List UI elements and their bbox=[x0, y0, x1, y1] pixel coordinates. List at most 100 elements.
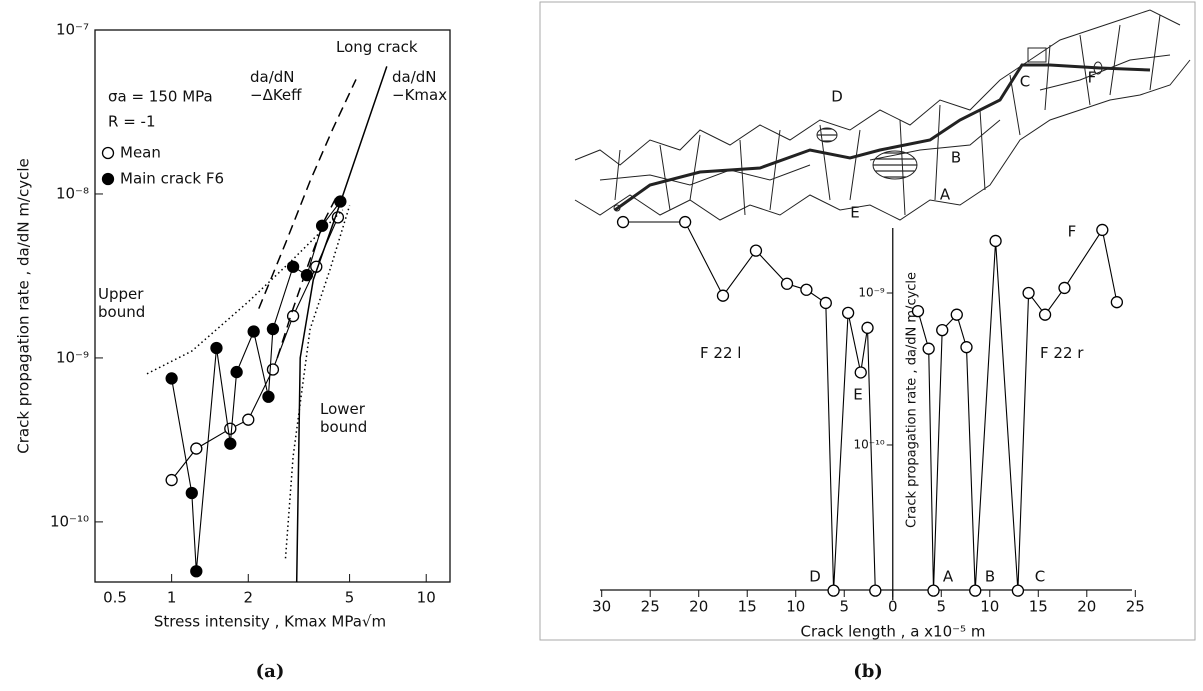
data-point bbox=[922, 342, 935, 355]
data-point bbox=[1011, 584, 1025, 597]
x-tick-label: 5 bbox=[936, 598, 946, 616]
data-point bbox=[224, 422, 237, 435]
y-tick-label: 10⁻⁹ bbox=[858, 285, 885, 299]
x-tick-label: 25 bbox=[1126, 598, 1145, 616]
series-label: F 22 l bbox=[700, 344, 742, 362]
series-line bbox=[623, 221, 876, 591]
y-tick-label: 10⁻¹⁰ bbox=[50, 512, 89, 530]
x-tick-label: 10 bbox=[980, 598, 999, 616]
data-point bbox=[1058, 281, 1071, 295]
x-tick-label: 20 bbox=[689, 598, 708, 616]
data-point bbox=[936, 323, 949, 337]
legend-label: Main crack F6 bbox=[120, 170, 224, 188]
data-point bbox=[616, 215, 630, 229]
y-tick-label: 10⁻⁹ bbox=[56, 348, 89, 366]
annotation: D bbox=[809, 568, 821, 586]
data-point bbox=[861, 321, 874, 334]
series-line bbox=[295, 66, 388, 583]
data-point bbox=[266, 363, 280, 376]
data-point bbox=[678, 215, 692, 229]
data-point bbox=[1110, 296, 1124, 309]
series-label: F 22 r bbox=[1040, 344, 1084, 362]
caption: (b) bbox=[853, 661, 883, 682]
data-point bbox=[224, 437, 237, 450]
data-point bbox=[827, 584, 840, 597]
x-tick-label: 0.5 bbox=[103, 589, 127, 607]
x-tick-label: 30 bbox=[592, 598, 611, 616]
data-point bbox=[190, 442, 203, 455]
series-label: da/dN −Kmax bbox=[392, 68, 448, 104]
series-line bbox=[284, 205, 351, 559]
annotation: F bbox=[1068, 223, 1077, 241]
x-tick-label: 10 bbox=[786, 598, 805, 616]
y-tick-label: 10⁻⁸ bbox=[56, 184, 89, 202]
data-point bbox=[247, 325, 260, 338]
data-point bbox=[960, 341, 973, 354]
x-tick-label: 25 bbox=[641, 598, 660, 616]
data-point bbox=[262, 390, 275, 403]
x-tick-label: 5 bbox=[839, 598, 849, 616]
annotation: σa = 150 MPa bbox=[108, 88, 213, 106]
data-point bbox=[819, 296, 832, 310]
annotation: C bbox=[1020, 73, 1030, 91]
data-point bbox=[1038, 308, 1052, 321]
x-tick-label: 1 bbox=[167, 589, 177, 607]
crack-micrograph bbox=[574, 9, 1191, 221]
series-label: Lower bound bbox=[320, 400, 368, 436]
data-point bbox=[230, 365, 243, 379]
data-point bbox=[854, 366, 867, 379]
annotation: R = -1 bbox=[108, 113, 155, 131]
series-line bbox=[917, 228, 1118, 591]
data-point bbox=[190, 565, 203, 578]
data-point bbox=[841, 306, 855, 320]
series-line bbox=[276, 193, 339, 359]
annotation: E bbox=[850, 204, 859, 222]
y-tick-label: 10⁻¹⁰ bbox=[854, 437, 885, 451]
data-point bbox=[780, 277, 794, 290]
data-point bbox=[716, 289, 730, 302]
y-axis-label: Crack propagation rate , da/dN m/cycle bbox=[905, 272, 920, 528]
x-axis-label: Stress intensity , Kmax MPa√m bbox=[154, 613, 386, 631]
data-point bbox=[266, 322, 280, 336]
panel-border bbox=[539, 1, 1196, 641]
y-axis-label: Crack propagation rate , da/dN m/cycle bbox=[15, 158, 33, 453]
data-point bbox=[749, 244, 763, 257]
data-point bbox=[927, 584, 940, 597]
x-tick-label: 20 bbox=[1077, 598, 1096, 616]
legend-marker bbox=[101, 146, 115, 160]
series-line bbox=[146, 209, 344, 375]
series-line bbox=[258, 79, 357, 309]
data-point bbox=[315, 219, 329, 232]
annotation: A bbox=[943, 568, 954, 586]
data-point bbox=[989, 234, 1002, 248]
annotation: D bbox=[831, 88, 843, 106]
x-tick-label: 10 bbox=[417, 589, 436, 607]
data-point bbox=[210, 341, 223, 355]
data-point bbox=[242, 413, 255, 426]
legend-label: Mean bbox=[120, 144, 161, 162]
x-tick-label: 2 bbox=[243, 589, 253, 607]
legend-marker bbox=[101, 172, 115, 186]
data-point bbox=[800, 283, 813, 296]
annotation: B bbox=[985, 568, 995, 586]
data-point bbox=[1096, 223, 1109, 237]
series-label: Upper bound bbox=[98, 285, 146, 321]
annotation: B bbox=[951, 149, 961, 167]
data-point bbox=[950, 308, 963, 321]
series-line bbox=[171, 201, 341, 572]
y-tick-label: 10⁻⁷ bbox=[56, 21, 89, 39]
x-axis-label: Crack length , a x10⁻⁵ m bbox=[801, 623, 986, 641]
series-label: da/dN −ΔKeff bbox=[250, 68, 302, 104]
x-tick-label: 15 bbox=[738, 598, 757, 616]
data-point bbox=[286, 260, 300, 273]
data-point bbox=[969, 584, 982, 597]
annotation: C bbox=[1035, 568, 1045, 586]
data-point bbox=[165, 473, 178, 487]
x-tick-label: 0 bbox=[888, 598, 898, 616]
x-tick-label: 15 bbox=[1029, 598, 1048, 616]
data-point bbox=[165, 372, 178, 385]
annotation: F bbox=[1088, 69, 1097, 87]
series-label: Long crack bbox=[336, 38, 418, 56]
